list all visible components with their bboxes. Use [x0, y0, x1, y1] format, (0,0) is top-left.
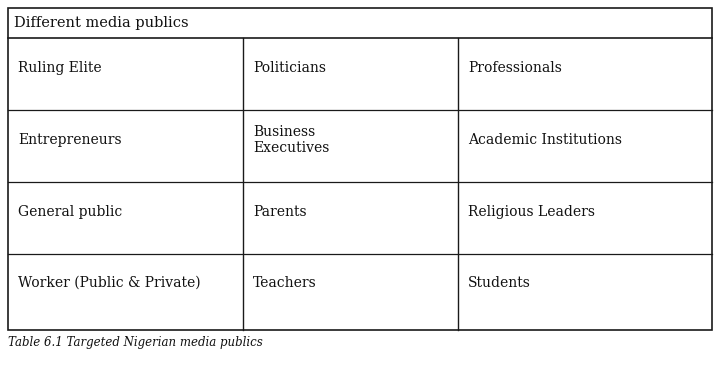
Text: Worker (Public & Private): Worker (Public & Private) — [18, 276, 201, 290]
Text: Academic Institutions: Academic Institutions — [468, 133, 622, 147]
Bar — [8, 8, 712, 330]
Text: Parents: Parents — [253, 205, 307, 219]
Text: Table 6.1 Targeted Nigerian media publics: Table 6.1 Targeted Nigerian media public… — [8, 336, 263, 349]
Text: Religious Leaders: Religious Leaders — [468, 205, 595, 219]
Text: Professionals: Professionals — [468, 61, 562, 75]
Text: Students: Students — [468, 276, 531, 290]
Text: General public: General public — [18, 205, 122, 219]
Text: Teachers: Teachers — [253, 276, 317, 290]
Text: Entrepreneurs: Entrepreneurs — [18, 133, 121, 147]
Text: Politicians: Politicians — [253, 61, 326, 75]
Text: Business
Executives: Business Executives — [253, 125, 329, 155]
Text: Ruling Elite: Ruling Elite — [18, 61, 102, 75]
Text: Different media publics: Different media publics — [14, 16, 188, 30]
